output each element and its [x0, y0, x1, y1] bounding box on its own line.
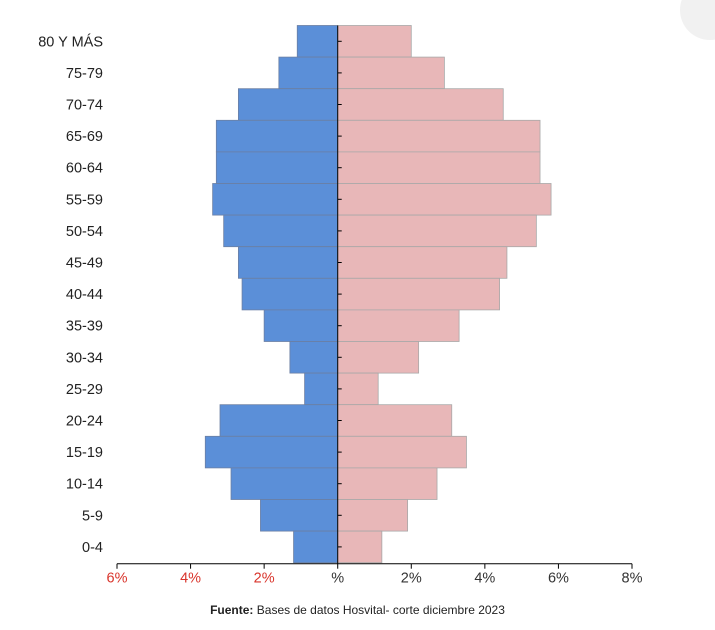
right-bar	[337, 56, 445, 90]
source-text: Bases de datos Hosvital- corte diciembre…	[253, 603, 505, 617]
right-bar	[337, 246, 508, 279]
x-tick-label: 6%	[548, 571, 569, 587]
left-bar	[204, 435, 339, 469]
x-tick-label: 4%	[474, 571, 495, 587]
category-label: 30-34	[66, 350, 103, 366]
left-bar	[293, 530, 339, 564]
left-bar	[223, 214, 339, 248]
category-label: 65-69	[66, 129, 103, 145]
category-label: 20-24	[66, 414, 103, 430]
category-label: 55-59	[66, 192, 103, 208]
right-bar	[337, 25, 412, 58]
source-note: Fuente: Bases de datos Hosvital- corte d…	[0, 603, 715, 617]
category-label: 5-9	[82, 508, 103, 524]
category-label: 0-4	[82, 540, 103, 556]
right-bar	[337, 119, 541, 153]
category-label: 40-44	[66, 287, 103, 303]
category-label: 50-54	[66, 224, 103, 240]
left-bar	[296, 25, 339, 58]
left-bar	[263, 309, 339, 342]
x-tick-label: 8%	[622, 571, 643, 587]
left-bar	[241, 277, 339, 311]
left-bar	[289, 341, 339, 374]
right-bar	[337, 499, 409, 532]
category-label: 80 Y MÁS	[38, 33, 103, 50]
left-bar	[304, 372, 339, 406]
left-bar	[215, 119, 339, 153]
right-bar	[337, 372, 379, 406]
category-label: 35-39	[66, 319, 103, 335]
right-bar	[337, 530, 383, 564]
right-bar	[337, 183, 552, 216]
category-label: 45-49	[66, 256, 103, 272]
left-bar	[219, 404, 339, 437]
left-bar	[215, 151, 339, 184]
right-bar	[337, 88, 504, 121]
left-bar	[260, 499, 339, 532]
chart-svg: 80 Y MÁS 75-79 70-74 65-69 60-64 55-59 50-54 45…	[38, 25, 643, 587]
left-bar	[237, 88, 339, 121]
x-tick-label: 6%	[107, 571, 128, 587]
left-bar	[212, 183, 339, 216]
right-bar	[337, 467, 438, 500]
category-label: 25-29	[66, 382, 103, 398]
right-bar	[337, 435, 467, 469]
category-label: 10-14	[66, 477, 103, 493]
category-label: 15-19	[66, 445, 103, 461]
right-bar	[337, 309, 460, 342]
right-bar	[337, 341, 420, 374]
left-bar	[278, 56, 339, 90]
right-bar	[337, 404, 453, 437]
category-label: 60-64	[66, 161, 103, 177]
category-label: 70-74	[66, 98, 103, 114]
x-tick-label: 4%	[180, 571, 201, 587]
x-tick-label: 2%	[401, 571, 422, 587]
left-bar	[230, 467, 339, 500]
source-label: Fuente:	[210, 603, 254, 617]
left-bar	[237, 246, 339, 279]
category-label: 75-79	[66, 66, 103, 82]
right-bar	[337, 151, 541, 184]
x-tick-label: 2%	[254, 571, 275, 587]
x-tick-label: %	[331, 571, 344, 587]
right-bar	[337, 214, 537, 248]
right-bar	[337, 277, 500, 311]
